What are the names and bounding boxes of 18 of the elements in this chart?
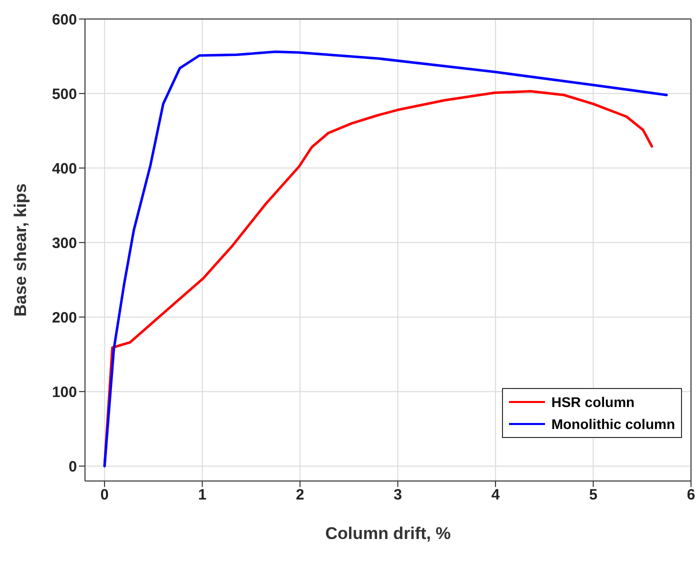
y-tick-label: 200	[52, 309, 77, 326]
legend-label: Monolithic column	[551, 416, 675, 432]
y-tick-label: 300	[52, 234, 77, 252]
y-tick-label: 500	[52, 86, 77, 103]
x-axis-title: Column drift, %	[325, 524, 451, 543]
y-axis-title: Base shear, kips	[11, 183, 30, 317]
y-tick-label: 0	[68, 458, 77, 476]
legend-label: HSR column	[551, 394, 635, 410]
y-tick-label: 600	[52, 11, 77, 28]
x-tick-label: 6	[686, 486, 696, 504]
y-tick-label: 400	[52, 160, 77, 178]
x-tick-label: 5	[589, 486, 598, 504]
x-tick-label: 2	[296, 486, 304, 504]
x-tick-label: 4	[491, 486, 500, 504]
x-tick-label: 1	[198, 486, 206, 504]
x-tick-label: 0	[100, 486, 109, 504]
y-tick-label: 100	[52, 384, 77, 401]
x-tick-label: 3	[394, 486, 402, 504]
